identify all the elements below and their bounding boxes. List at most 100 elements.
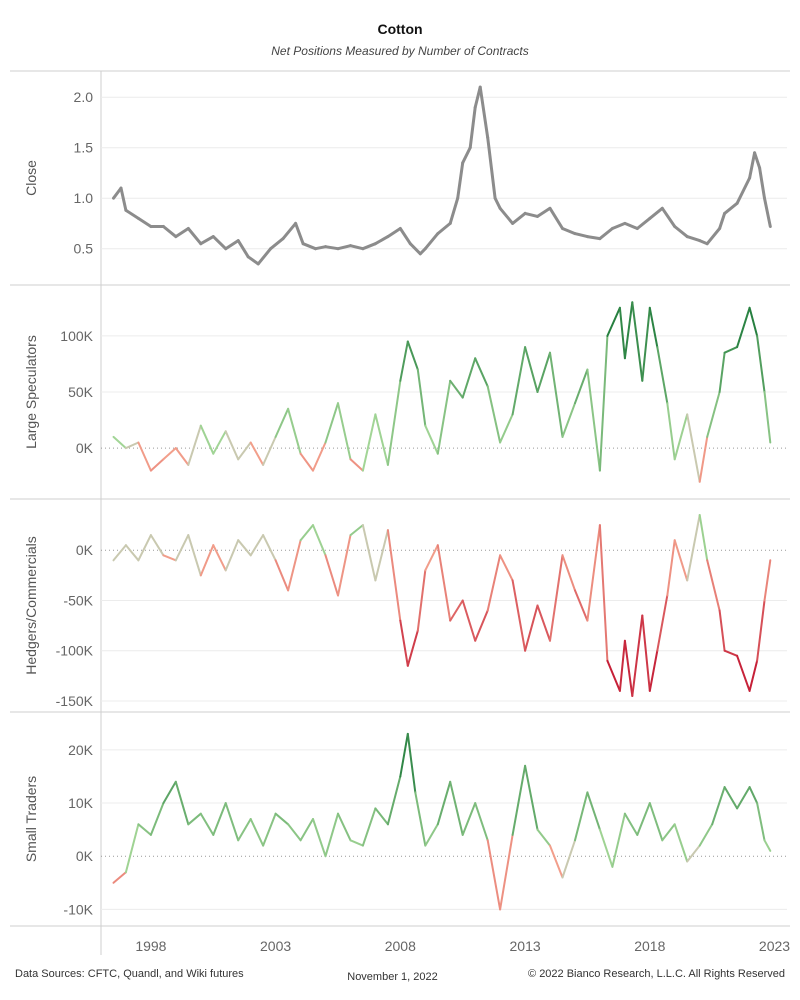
series-segment — [486, 839, 502, 911]
series-segment — [199, 544, 215, 577]
series-segment — [561, 402, 576, 438]
series-segment — [312, 818, 327, 858]
series-segment — [611, 812, 626, 868]
series-segment — [499, 554, 514, 582]
series-segment — [661, 823, 676, 842]
series-segment — [424, 544, 439, 572]
series-segment — [436, 780, 452, 826]
series-segment — [499, 413, 514, 444]
series-segment — [199, 235, 215, 246]
series-segment — [281, 221, 298, 241]
series-segment — [736, 786, 751, 810]
series-segment — [618, 639, 626, 692]
series-segment — [416, 569, 427, 632]
series-segment — [648, 649, 659, 692]
y-axis-title: Large Speculators — [23, 335, 39, 449]
series-segment — [361, 807, 377, 847]
series-segment — [398, 227, 412, 246]
series-segment — [763, 391, 772, 444]
series-segment — [718, 211, 727, 230]
series-segment — [162, 447, 177, 461]
series-segment — [636, 802, 651, 836]
series-segment — [536, 351, 551, 393]
series-segment — [686, 514, 701, 582]
series-segment — [112, 871, 127, 884]
series-segment — [424, 823, 439, 847]
series-segment — [414, 791, 427, 847]
series-segment — [299, 452, 314, 472]
series-segment — [361, 242, 377, 251]
series-segment — [406, 732, 417, 794]
series-segment — [237, 539, 252, 557]
series-segment — [511, 764, 527, 836]
series-segment — [756, 599, 766, 662]
series-segment — [585, 235, 602, 241]
series-segment — [249, 534, 265, 557]
series-segment — [124, 823, 140, 874]
series-segment — [137, 534, 152, 562]
series-segment — [461, 599, 477, 642]
series-segment — [361, 413, 377, 472]
series-segment — [461, 146, 472, 165]
series-segment — [623, 301, 634, 360]
series-segment — [536, 604, 551, 642]
x-tick-label: 1998 — [135, 938, 166, 954]
series-segment — [498, 206, 515, 225]
series-segment — [386, 227, 402, 239]
series-segment — [574, 791, 589, 842]
series-segment — [199, 812, 215, 836]
series-segment — [511, 211, 527, 225]
series-segment — [124, 441, 140, 450]
copyright-note: © 2022 Bianco Research, L.L.C. All Right… — [528, 968, 785, 980]
series-segment — [424, 424, 439, 455]
series-segment — [449, 599, 464, 622]
series-segment — [174, 227, 190, 239]
series-segment — [149, 802, 165, 836]
series-segment — [461, 802, 477, 836]
series-segment — [705, 227, 722, 246]
series-segment — [312, 441, 327, 472]
series-segment — [262, 435, 277, 466]
series-segment — [511, 579, 527, 652]
series-segment — [606, 659, 621, 692]
series-segment — [174, 447, 190, 466]
series-segment — [641, 614, 651, 692]
series-segment — [324, 245, 340, 251]
series-segment — [112, 435, 127, 450]
series-segment — [706, 391, 721, 438]
series-segment — [648, 306, 659, 349]
series-segment — [763, 196, 772, 228]
series-segment — [136, 216, 153, 228]
series-segment — [124, 544, 140, 562]
series-segment — [698, 823, 714, 847]
series-segment — [753, 151, 762, 170]
y-tick-label: 0.5 — [74, 241, 94, 257]
series-segment — [474, 609, 489, 642]
series-segment — [149, 458, 165, 472]
series-segment — [294, 221, 305, 246]
series-segment — [337, 812, 352, 842]
series-segment — [137, 823, 152, 836]
series-segment — [386, 379, 402, 466]
series-segment — [623, 812, 639, 836]
series-segment — [287, 407, 302, 455]
series-segment — [561, 227, 577, 236]
series-segment — [686, 844, 701, 863]
series-segment — [337, 402, 352, 461]
series-segment — [249, 818, 265, 847]
x-tick-label: 2013 — [510, 938, 541, 954]
series-segment — [756, 802, 766, 842]
data-sources-note: Data Sources: CFTC, Quandl, and Wiki fut… — [15, 968, 244, 980]
chart-subtitle: Net Positions Measured by Number of Cont… — [271, 44, 529, 58]
series-segment — [631, 301, 644, 382]
series-segment — [549, 844, 564, 879]
series-segment — [586, 524, 601, 622]
series-segment — [711, 786, 726, 826]
series-segment — [399, 340, 409, 382]
series-segment — [337, 534, 352, 597]
y-axis-title: Hedgers/Commercials — [23, 536, 39, 674]
y-tick-label: 1.0 — [74, 190, 94, 206]
series-segment — [256, 247, 273, 266]
series-segment — [137, 441, 152, 472]
series-segment — [373, 235, 390, 246]
